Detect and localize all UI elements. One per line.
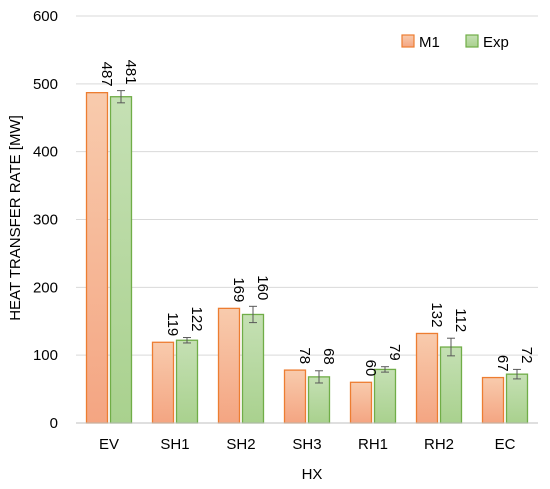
x-tick-label: SH3 bbox=[292, 436, 321, 453]
axes: 0 100 200 300 400 500 600 EV SH1 SH2 SH3 RH1 RH2 EC bbox=[33, 8, 538, 453]
y-tick-label: 100 bbox=[33, 347, 58, 364]
bar-exp-sh2 bbox=[241, 313, 265, 424]
error-bar bbox=[117, 90, 125, 104]
bar-exp-rh1 bbox=[373, 368, 397, 424]
x-tick-label: RH1 bbox=[358, 436, 388, 453]
legend-item-m1: M1 bbox=[401, 34, 440, 51]
error-bar bbox=[183, 337, 191, 344]
bar-exp-sh1 bbox=[175, 339, 199, 424]
y-tick-label: 300 bbox=[33, 212, 58, 229]
y-tick-label: 0 bbox=[50, 415, 58, 432]
data-label: 487 bbox=[98, 62, 115, 87]
error-bar bbox=[315, 370, 323, 384]
data-label: 72 bbox=[518, 347, 535, 364]
x-tick-label: SH2 bbox=[226, 436, 255, 453]
data-label: 112 bbox=[452, 308, 469, 332]
data-label: 119 bbox=[164, 312, 181, 336]
legend-item-exp: Exp bbox=[465, 34, 509, 51]
bars bbox=[85, 90, 529, 424]
error-bar bbox=[447, 337, 455, 357]
y-tick-label: 400 bbox=[33, 144, 58, 161]
data-label: 160 bbox=[254, 275, 271, 300]
bar-m1-rh2 bbox=[415, 332, 439, 424]
data-label: 78 bbox=[296, 347, 313, 364]
data-labels: 487 481 119 122 169 160 78 68 60 79 132 112 67 72 bbox=[98, 60, 535, 377]
y-tick-label: 200 bbox=[33, 279, 58, 296]
data-label: 481 bbox=[122, 60, 139, 85]
legend-label: Exp bbox=[483, 34, 509, 51]
y-tick-label: 500 bbox=[33, 76, 58, 93]
legend-label: M1 bbox=[419, 34, 440, 51]
bar-exp-ev bbox=[109, 96, 133, 424]
error-bar bbox=[513, 368, 521, 380]
bar-m1-ev bbox=[85, 92, 109, 424]
bar-exp-sh3 bbox=[307, 376, 331, 424]
error-bar bbox=[381, 366, 389, 373]
error-bar bbox=[249, 305, 257, 324]
bar-exp-rh2 bbox=[439, 346, 463, 424]
data-label: 60 bbox=[362, 360, 379, 377]
data-label: 169 bbox=[230, 277, 247, 302]
data-label: 122 bbox=[188, 306, 205, 331]
legend-swatch bbox=[401, 34, 415, 48]
bar-exp-ec bbox=[505, 373, 529, 424]
y-tick-label: 600 bbox=[33, 8, 58, 25]
x-tick-label: EV bbox=[99, 436, 119, 453]
data-label: 132 bbox=[428, 302, 445, 327]
data-label: 79 bbox=[386, 344, 403, 361]
x-tick-label: RH2 bbox=[424, 436, 454, 453]
legend: M1 Exp bbox=[401, 34, 509, 51]
x-tick-label: EC bbox=[495, 436, 516, 453]
bar-m1-ec bbox=[481, 376, 505, 424]
bar-m1-rh1 bbox=[349, 381, 373, 424]
bar-m1-sh1 bbox=[151, 341, 175, 424]
data-label: 68 bbox=[320, 348, 337, 365]
x-tick-label: SH1 bbox=[160, 436, 189, 453]
x-axis-title: HX bbox=[302, 466, 323, 483]
grid bbox=[76, 15, 538, 356]
bar-m1-sh2 bbox=[217, 307, 241, 424]
legend-swatch bbox=[465, 34, 479, 48]
y-axis-title: HEAT TRANSFER RATE [MW] bbox=[7, 115, 24, 321]
bar-m1-sh3 bbox=[283, 369, 307, 424]
data-label: 67 bbox=[494, 355, 511, 372]
